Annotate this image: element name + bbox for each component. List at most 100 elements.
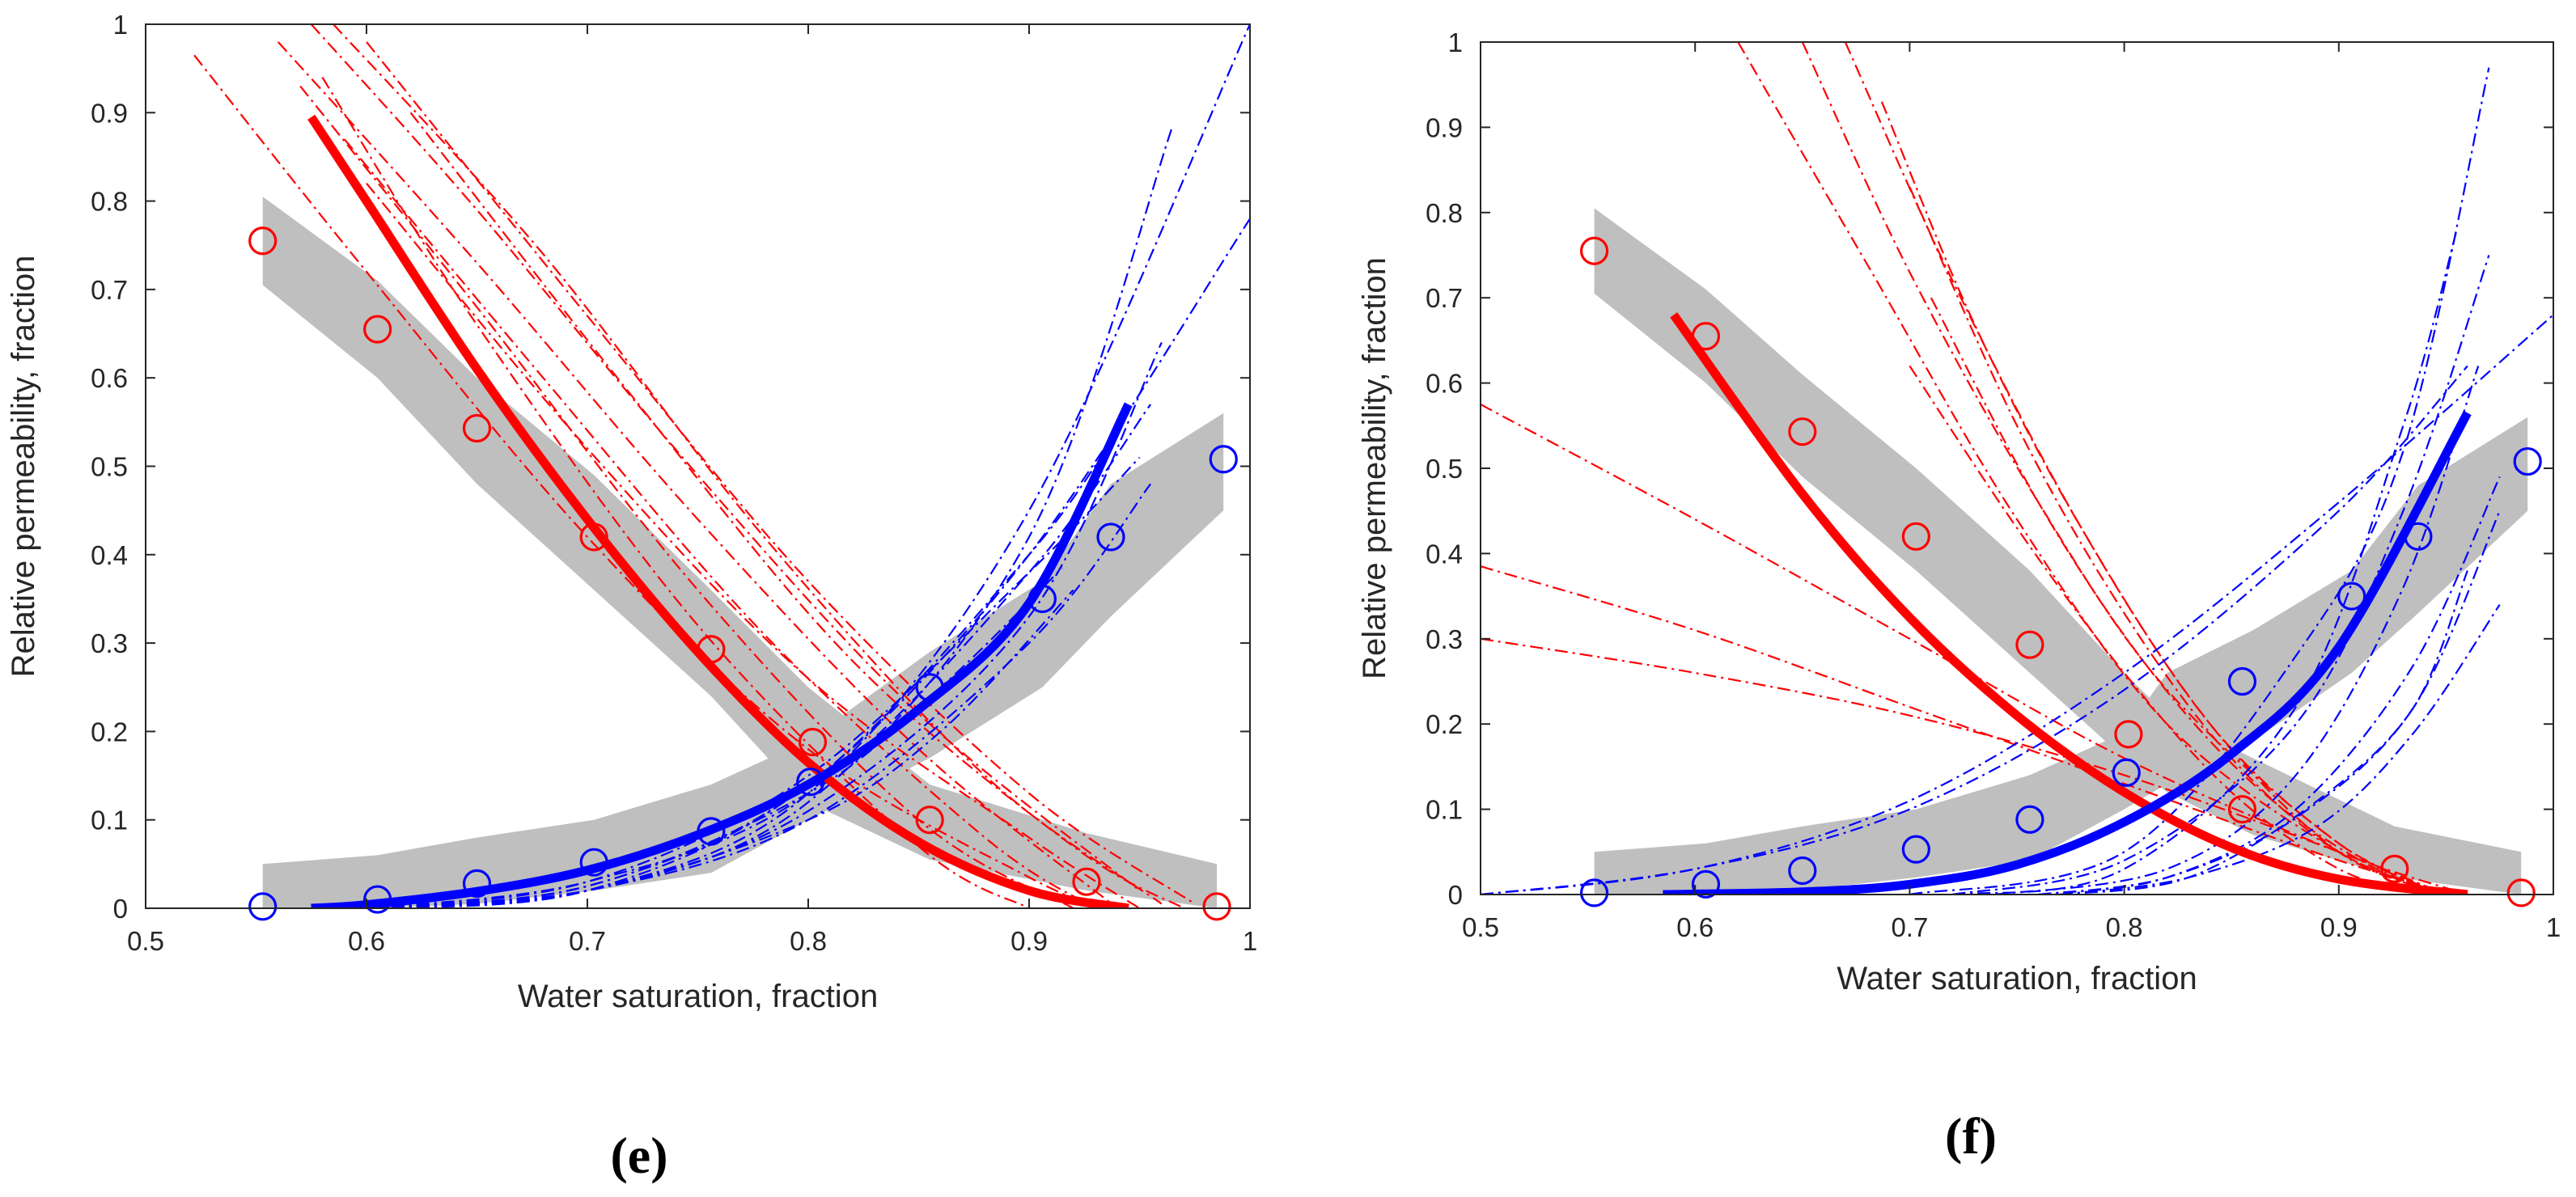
water-measured-point-f-9 <box>2513 446 2542 476</box>
x-tick-label-f-5: 1 <box>2546 912 2561 942</box>
oil-realization-line-f-7 <box>1909 186 2447 895</box>
y-axis-label-e: Relative permeability, fraction <box>6 256 41 678</box>
oil-realization-line-e-5 <box>299 85 1074 908</box>
water-measured-point-f-0 <box>1579 878 1609 907</box>
water-realization-line-f-6 <box>2038 476 2501 895</box>
caption-f: (f) <box>1945 1107 1997 1165</box>
water-measured-point-e-8 <box>1096 522 1125 552</box>
oil-realization-line-e-2 <box>310 24 1141 891</box>
oil-measured-point-e-3 <box>579 522 608 552</box>
water-fit-curve-f <box>1663 410 2472 895</box>
water-measured-point-f-4 <box>2015 805 2044 834</box>
x-axis-label-e: Water saturation, fraction <box>518 979 878 1014</box>
water-realization-line-f-4 <box>1952 255 2490 895</box>
oil-realization-line-f-9 <box>1909 365 2426 895</box>
water-measured-point-f-1 <box>1691 869 1721 899</box>
water-realization-line-f-2 <box>1909 67 2490 895</box>
water-realization-line-f-8 <box>2059 570 2468 895</box>
oil-measured-point-e-7 <box>1072 867 1101 896</box>
x-tick-label-e-5: 1 <box>1243 926 1257 956</box>
oil-measured-point-f-6 <box>2227 794 2257 824</box>
water-measured-point-f-6 <box>2227 666 2257 696</box>
water-realization-line-e-9 <box>366 412 1129 908</box>
water-realization-line-e-0 <box>366 125 1174 908</box>
oil-measured-point-e-6 <box>915 806 944 835</box>
y-tick-label-e-8: 0.8 <box>91 187 128 217</box>
oil-measured-point-e-0 <box>248 226 278 256</box>
y-tick-label-e-4: 0.4 <box>91 540 128 570</box>
plot-area-e <box>146 24 1250 908</box>
y-tick-label-f-8: 0.8 <box>1426 198 1463 228</box>
x-tick-label-f-3: 0.8 <box>2106 912 2143 942</box>
oil-fit-curve-f <box>1670 312 2468 895</box>
plot-content-f <box>1481 42 2553 895</box>
x-tick-label-e-2: 0.7 <box>569 926 606 956</box>
water-measured-point-e-1 <box>363 885 392 914</box>
y-tick-label-f-5: 0.5 <box>1426 454 1463 484</box>
plot-content-e <box>193 24 1250 908</box>
oil-realization-line-e-9 <box>409 112 1184 908</box>
y-tick-label-e-7: 0.7 <box>91 275 128 305</box>
water-measured-point-f-2 <box>1788 856 1817 886</box>
oil-measured-point-e-8 <box>1202 892 1231 921</box>
oil-measured-point-e-1 <box>363 315 392 344</box>
oil-measured-point-f-2 <box>1788 417 1817 446</box>
x-tick-label-e-1: 0.6 <box>348 926 385 956</box>
x-tick-label-e-0: 0.5 <box>127 926 164 956</box>
chart-panel-f: 0.5 0.6 0.7 0.8 0.9 1 0 0.1 0.2 0.3 0.4 0.5 0.6 0.7 0.… <box>1357 27 2561 996</box>
x-axis-label-f: Water saturation, fraction <box>1837 961 2197 996</box>
chart-panel-e: 0.5 0.6 0.7 0.8 0.9 1 0 0.1 0.2 0.3 0.4 0.5 0.6 0.7 0.… <box>6 10 1257 1014</box>
y-tick-label-e-0: 0 <box>113 894 128 924</box>
oil-realization-line-e-6 <box>343 138 1096 908</box>
water-measured-point-e-6 <box>915 673 944 702</box>
y-tick-label-e-2: 0.2 <box>91 717 128 747</box>
y-tick-label-f-3: 0.3 <box>1426 624 1463 654</box>
oil-realization-line-e-8 <box>366 182 1141 908</box>
water-measured-point-e-9 <box>1209 445 1238 474</box>
y-tick-label-f-9: 0.9 <box>1426 112 1463 142</box>
water-measured-point-e-0 <box>248 892 278 921</box>
x-tick-label-f-0: 0.5 <box>1462 912 1499 942</box>
oil-realization-line-f-8 <box>1930 297 2447 895</box>
oil-measured-point-f-0 <box>1579 236 1609 265</box>
y-tick-label-f-6: 0.6 <box>1426 369 1463 399</box>
oil-uncertainty-band-e <box>262 197 1217 908</box>
y-tick-label-f-0: 0 <box>1448 880 1463 910</box>
oil-measured-point-f-1 <box>1691 322 1721 351</box>
oil-realization-line-e-4 <box>366 41 1196 905</box>
y-tick-label-e-9: 0.9 <box>91 98 128 128</box>
oil-measured-point-e-5 <box>798 727 828 757</box>
y-tick-label-f-10: 1 <box>1448 27 1463 57</box>
y-tick-label-f-1: 0.1 <box>1426 795 1463 825</box>
x-tick-label-e-4: 0.9 <box>1010 926 1048 956</box>
oil-realization-line-f-4 <box>1801 42 2447 895</box>
oil-measured-point-e-4 <box>697 635 726 664</box>
y-tick-label-e-10: 1 <box>113 10 128 40</box>
oil-measured-point-e-2 <box>462 413 492 443</box>
water-realization-line-f-9 <box>2059 603 2501 895</box>
oil-realization-line-f-6 <box>1880 101 2447 895</box>
oil-realization-line-e-1 <box>277 41 1118 908</box>
water-measured-point-f-7 <box>2337 582 2366 611</box>
water-measured-point-e-3 <box>579 848 608 877</box>
water-realization-line-f-7 <box>2038 510 2501 895</box>
y-tick-label-f-7: 0.7 <box>1426 283 1463 313</box>
water-uncertainty-band-f <box>1594 417 2528 895</box>
x-tick-label-f-2: 0.7 <box>1891 912 1928 942</box>
water-measured-point-e-7 <box>1027 584 1057 614</box>
x-tick-label-e-3: 0.8 <box>790 926 827 956</box>
water-measured-point-f-5 <box>2112 758 2141 787</box>
y-tick-label-e-1: 0.1 <box>91 806 128 835</box>
water-measured-point-e-5 <box>796 768 825 797</box>
y-tick-label-e-6: 0.6 <box>91 363 128 393</box>
oil-realization-line-e-7 <box>321 77 1030 908</box>
y-tick-label-e-5: 0.5 <box>91 452 128 482</box>
caption-e: (e) <box>610 1127 667 1184</box>
oil-uncertainty-band-f <box>1594 208 2522 895</box>
oil-realization-line-f-5 <box>1844 42 2447 895</box>
water-measured-point-f-8 <box>2404 522 2433 551</box>
x-tick-label-f-1: 0.6 <box>1676 912 1714 942</box>
oil-realization-line-f-0 <box>1481 404 2468 895</box>
water-measured-point-f-3 <box>1901 835 1930 864</box>
